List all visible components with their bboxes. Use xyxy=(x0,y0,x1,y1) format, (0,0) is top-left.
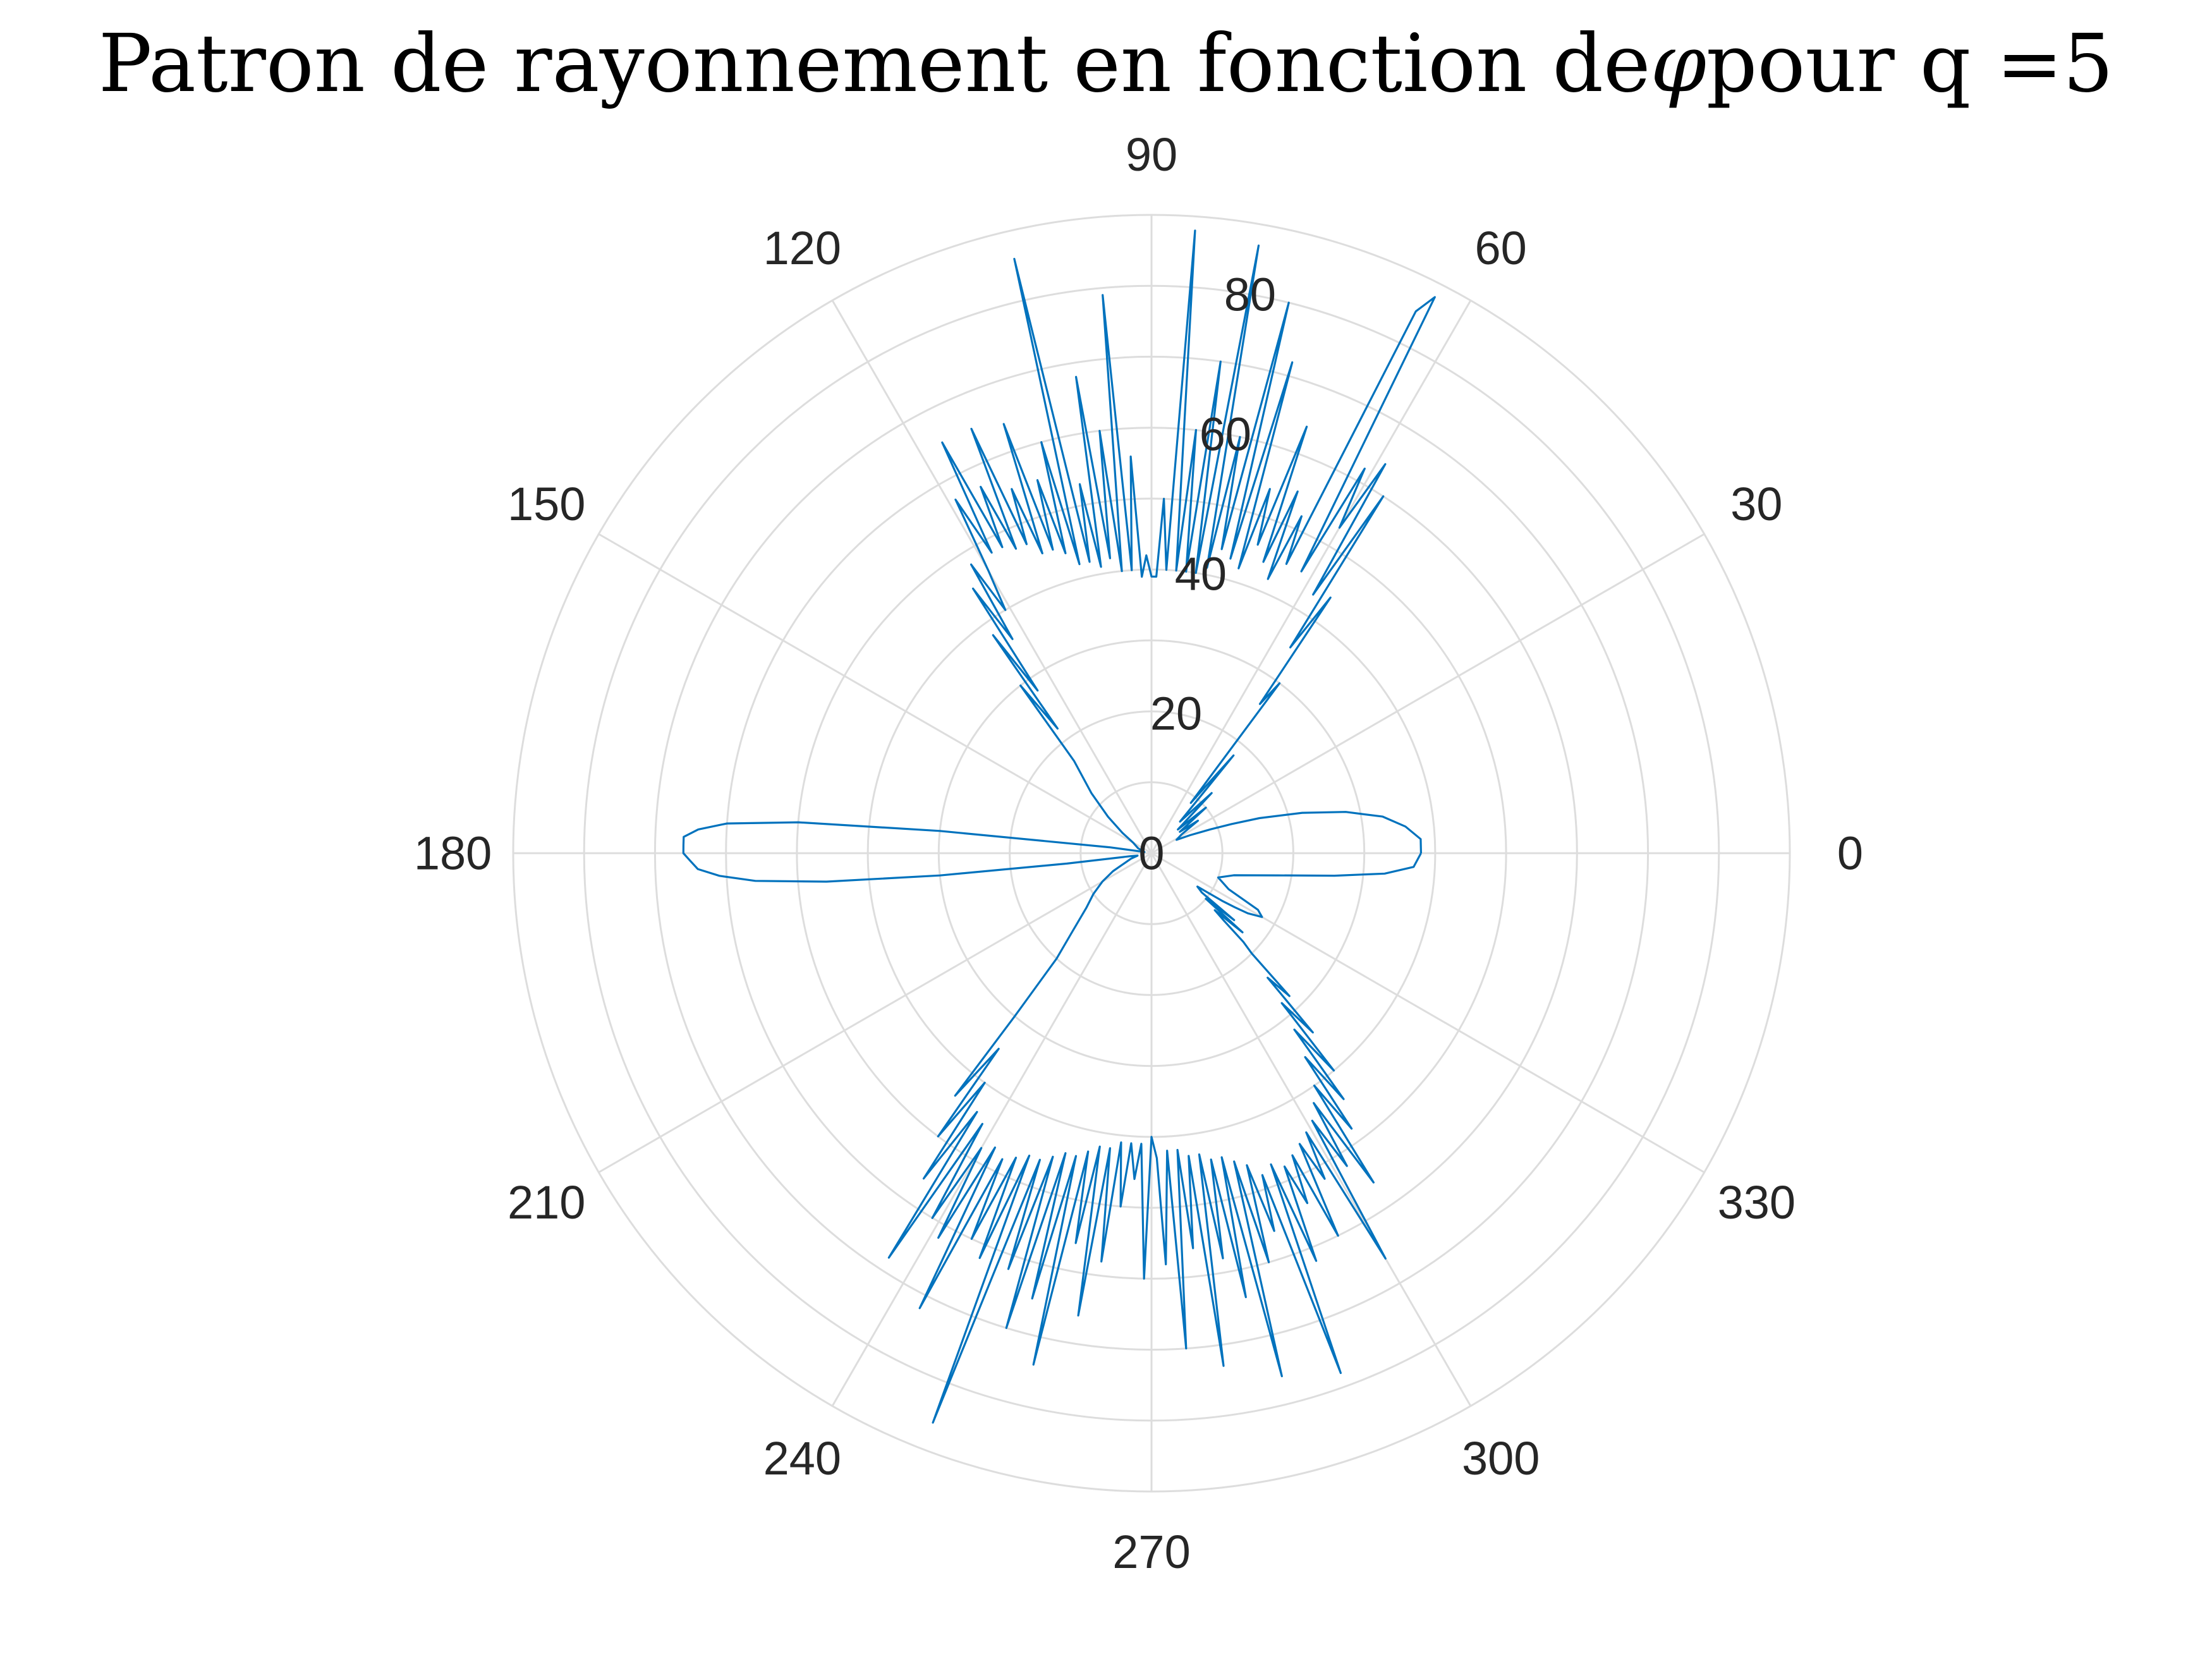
grid-spoke-300 xyxy=(1150,853,1472,1407)
chart-title: Patron de rayonnement en fonction de φ p… xyxy=(0,13,2212,114)
theta-tick-label: 0 xyxy=(1837,827,1863,880)
series-layer xyxy=(682,229,1436,1424)
polar-grid xyxy=(512,214,1791,1493)
series-line-0 xyxy=(682,229,1436,1424)
theta-tick-label: 120 xyxy=(763,222,841,274)
grid-spoke-60 xyxy=(1150,300,1472,854)
theta-tick-label: 300 xyxy=(1462,1432,1540,1485)
theta-tick-label: 150 xyxy=(507,478,585,530)
r-tick-label: 40 xyxy=(1175,547,1227,600)
grid-spoke-150 xyxy=(598,533,1152,854)
theta-tick-label: 60 xyxy=(1475,222,1527,274)
theta-tick-label: 330 xyxy=(1718,1176,1796,1229)
theta-tick-label: 90 xyxy=(1126,128,1177,181)
title-text-before: Patron de rayonnement en fonction de xyxy=(98,16,1651,110)
grid-spoke-240 xyxy=(831,853,1153,1407)
r-tick-label: 20 xyxy=(1150,688,1202,740)
theta-tick-label: 270 xyxy=(1112,1526,1190,1578)
r-tick-label: 60 xyxy=(1200,408,1251,460)
tick-labels: 0 30 60 90 120 150 180 210 240 270 300 330 0 20 40 60 80 xyxy=(414,128,1863,1578)
grid-spoke-210 xyxy=(598,852,1152,1174)
title-phi-symbol: φ xyxy=(1650,16,1706,110)
theta-tick-label: 240 xyxy=(763,1432,841,1485)
theta-tick-label: 180 xyxy=(414,827,492,880)
title-text-after: pour q =5 xyxy=(1706,16,2114,110)
grid-spoke-30 xyxy=(1151,533,1705,854)
theta-tick-label: 30 xyxy=(1730,478,1782,530)
r-tick-label: 80 xyxy=(1224,268,1276,320)
grid-spoke-330 xyxy=(1151,852,1705,1174)
r-tick-label: 0 xyxy=(1138,827,1164,880)
theta-tick-label: 210 xyxy=(507,1176,585,1229)
